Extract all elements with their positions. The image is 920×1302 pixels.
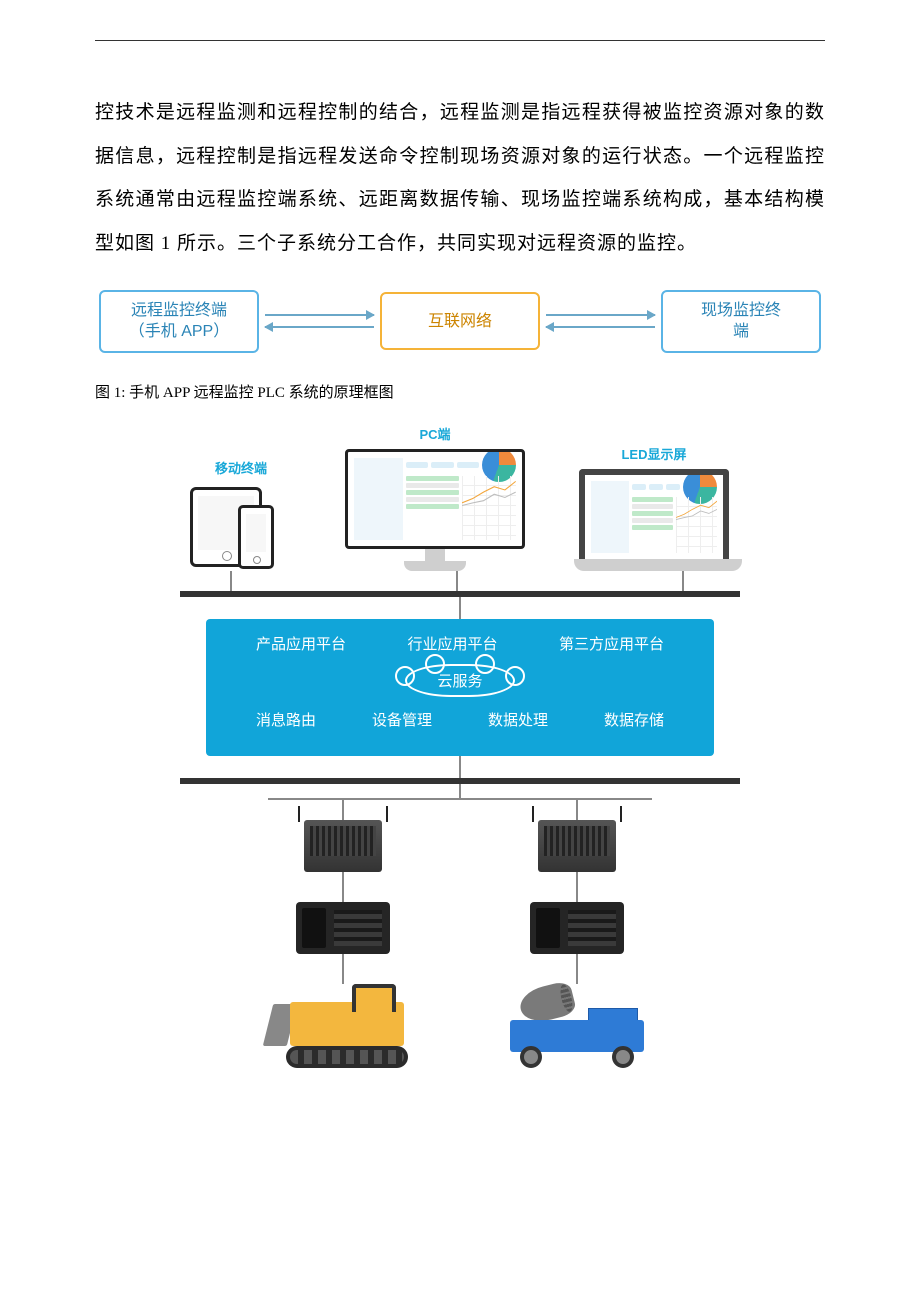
cloud-badge-label: 云服务 — [437, 673, 482, 690]
node-internet-label: 互联网络 — [428, 311, 492, 333]
branch-stem — [459, 784, 461, 798]
client-pc-label: PC端 — [419, 424, 450, 443]
client-pc: PC端 — [345, 424, 525, 571]
node-field-line2: 端 — [733, 321, 749, 343]
body-paragraph: 控技术是远程监测和远程控制的结合，远程监测是指远程获得被监控资源对象的数据信息，… — [95, 91, 825, 266]
client-connectors — [180, 571, 740, 591]
branch-left — [268, 798, 418, 1070]
cloud-message-routing: 消息路由 — [256, 709, 316, 730]
node-field-terminal: 现场监控终 端 — [661, 290, 821, 353]
plc-device-icon — [530, 902, 624, 954]
arrow-right-icon — [546, 314, 655, 316]
cloud-row-platforms: 产品应用平台 行业应用平台 第三方应用平台 — [256, 633, 664, 654]
arrow-left-icon — [546, 326, 655, 328]
branch-right — [502, 798, 652, 1070]
gateway-device-icon — [538, 820, 616, 872]
node-remote-line1: 远程监控终端 — [131, 300, 227, 322]
arrows-internet-field — [540, 314, 661, 328]
plc-device-icon — [296, 902, 390, 954]
pc-monitor-icon — [345, 449, 525, 571]
diagram-2-architecture: 移动终端 PC端 — [180, 424, 740, 1070]
client-led-label: LED显示屏 — [621, 444, 686, 463]
client-mobile: 移动终端 — [186, 458, 296, 571]
node-field-line1: 现场监控终 — [701, 300, 781, 322]
cloud-thirdparty-platform: 第三方应用平台 — [559, 633, 664, 654]
arrows-remote-internet — [259, 314, 380, 328]
bulldozer-icon — [268, 984, 418, 1070]
client-led: LED显示屏 — [574, 444, 734, 571]
tier-clients: 移动终端 PC端 — [180, 424, 740, 571]
gateway-device-icon — [304, 820, 382, 872]
mobile-devices-icon — [186, 483, 296, 571]
diagram-1: 远程监控终端 （手机 APP） 互联网络 现场监控终 端 — [95, 284, 825, 367]
node-remote-line2: （手机 APP） — [129, 321, 229, 343]
branch-split — [180, 798, 740, 1070]
cloud-services-box: 产品应用平台 行业应用平台 第三方应用平台 云服务 消息路由 设备管理 数据处理… — [206, 619, 714, 756]
node-internet: 互联网络 — [380, 292, 540, 350]
center-connector-bottom — [459, 756, 461, 778]
figure-1-caption: 图 1: 手机 APP 远程监控 PLC 系统的原理框图 — [95, 381, 825, 402]
arrow-right-icon — [265, 314, 374, 316]
cloud-service-badge: 云服务 — [405, 664, 515, 697]
node-remote-terminal: 远程监控终端 （手机 APP） — [99, 290, 259, 353]
cloud-data-processing: 数据处理 — [488, 709, 548, 730]
page-top-rule — [95, 40, 825, 41]
cloud-row-services: 消息路由 设备管理 数据处理 数据存储 — [256, 709, 664, 730]
arrow-left-icon — [265, 326, 374, 328]
cloud-product-platform: 产品应用平台 — [256, 633, 346, 654]
client-mobile-label: 移动终端 — [215, 458, 267, 477]
cloud-device-mgmt: 设备管理 — [372, 709, 432, 730]
fog-cannon-truck-icon — [502, 984, 652, 1070]
center-connector-top — [459, 597, 461, 619]
cloud-industry-platform: 行业应用平台 — [407, 633, 497, 654]
laptop-icon — [574, 469, 734, 571]
cloud-data-storage: 数据存储 — [604, 709, 664, 730]
